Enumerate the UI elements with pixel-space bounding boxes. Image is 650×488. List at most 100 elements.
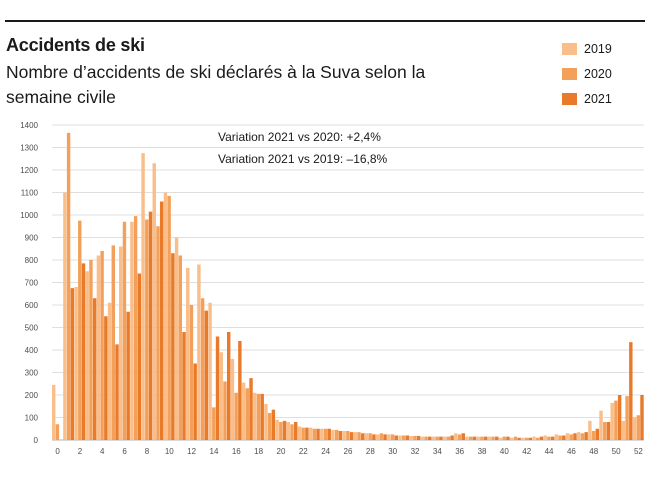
bar-2021-week-7 <box>137 273 142 440</box>
bar-2019-week-10 <box>163 192 168 440</box>
bar-2020-week-34 <box>435 436 439 441</box>
x-axis: 0 2 4 6 8 10 12 14 16 18 20 22 24 26 28 30 32 34 36 38 40 42 4… <box>55 447 643 456</box>
bar-2020-week-39 <box>491 436 495 441</box>
x-tick-label: 12 <box>187 447 196 456</box>
bar-2021-week-49 <box>606 422 611 440</box>
bar-2020-week-38 <box>480 436 484 441</box>
bar-2021-week-29 <box>383 434 387 441</box>
x-tick-label: 4 <box>100 447 105 456</box>
bar-2021-week-25 <box>338 431 343 440</box>
y-tick-label: 600 <box>25 301 39 310</box>
bar-2019-week-5 <box>107 302 112 440</box>
bar-2020-week-45 <box>558 435 562 440</box>
bar-2019-week-29 <box>375 434 380 441</box>
bar-2019-week-21 <box>286 422 290 440</box>
bar-2019-week-20 <box>275 419 279 440</box>
bar-2021-week-15 <box>226 332 231 440</box>
x-tick-label: 42 <box>522 447 531 456</box>
x-tick-label: 52 <box>634 447 643 456</box>
legend-label-2019: 2019 <box>584 41 612 56</box>
bar-2019-week-16 <box>230 359 235 440</box>
bar-2020-week-21 <box>290 424 294 440</box>
bar-2019-week-7 <box>130 221 134 440</box>
bar-2020-week-14 <box>212 407 216 441</box>
x-tick-label: 14 <box>210 447 219 456</box>
legend-label-2021: 2021 <box>584 91 612 106</box>
bar-2020-week-28 <box>368 433 372 440</box>
x-tick-label: 34 <box>433 447 442 456</box>
bar-2021-week-41 <box>517 437 521 440</box>
bar-2020-week-9 <box>156 226 160 440</box>
x-tick-label: 6 <box>122 447 127 456</box>
bar-2020-week-0 <box>55 424 60 440</box>
x-tick-label: 40 <box>500 447 509 456</box>
bar-2019-week-23 <box>308 427 313 441</box>
legend-item-2019: 2019 <box>562 36 612 61</box>
bar-2019-week-47 <box>576 432 581 441</box>
legend-swatch-2021 <box>562 92 577 105</box>
bar-2021-week-13 <box>204 310 209 441</box>
x-tick-label: 44 <box>545 447 554 456</box>
x-tick-label: 8 <box>145 447 150 456</box>
bar-2021-week-42 <box>528 437 532 440</box>
bar-2020-week-11 <box>178 255 183 440</box>
bar-2019-week-25 <box>331 429 335 441</box>
bar-2021-week-10 <box>171 253 175 440</box>
bar-2021-week-44 <box>550 436 555 441</box>
bar-2020-week-25 <box>334 429 339 441</box>
bar-2021-week-47 <box>584 432 588 441</box>
x-tick-label: 28 <box>366 447 375 456</box>
bar-2021-week-2 <box>81 263 86 441</box>
bar-2021-week-16 <box>238 341 242 440</box>
legend-swatch-2019 <box>562 42 577 55</box>
bar-2021-week-14 <box>215 336 220 440</box>
legend-swatch-2020 <box>562 67 577 80</box>
bar-2020-week-5 <box>111 245 115 441</box>
bar-2020-week-18 <box>256 393 261 441</box>
annotation-2021-vs-2019: Variation 2021 vs 2019: –16,8% <box>218 152 388 166</box>
bar-2020-week-32 <box>413 435 417 440</box>
bar-2020-week-7 <box>133 216 138 441</box>
bar-2019-week-35 <box>442 436 447 441</box>
bar-2020-week-42 <box>524 437 529 440</box>
bar-2020-week-36 <box>457 434 462 441</box>
legend-label-2020: 2020 <box>584 66 612 81</box>
x-tick-label: 26 <box>344 447 353 456</box>
x-tick-label: 22 <box>299 447 308 456</box>
bar-2020-week-40 <box>502 436 506 441</box>
bar-2020-week-17 <box>245 388 250 440</box>
bar-2021-week-40 <box>506 436 510 441</box>
bar-2019-week-32 <box>409 435 413 440</box>
x-tick-label: 10 <box>165 447 174 456</box>
bar-2020-week-1 <box>66 132 71 441</box>
bar-2019-week-52 <box>632 417 637 440</box>
bar-2021-week-9 <box>159 201 164 440</box>
bar-2021-week-27 <box>361 433 365 440</box>
bar-2021-week-22 <box>305 427 309 441</box>
y-tick-label: 0 <box>34 436 39 445</box>
bar-2021-week-39 <box>495 436 499 441</box>
bar-2020-week-50 <box>614 400 618 441</box>
bar-2020-week-8 <box>145 219 149 440</box>
x-tick-label: 36 <box>455 447 464 456</box>
bar-2020-week-2 <box>78 220 82 441</box>
bar-2020-week-20 <box>279 422 283 440</box>
y-tick-label: 1300 <box>20 144 38 153</box>
bar-2021-week-28 <box>372 434 376 441</box>
bar-2021-week-38 <box>483 436 488 441</box>
bar-2021-week-20 <box>282 420 287 441</box>
bar-2021-week-31 <box>405 435 410 440</box>
bar-2019-week-43 <box>532 436 536 441</box>
bar-2021-week-32 <box>416 435 421 440</box>
y-axis: 0 100 200 300 400 500 600 700 800 900 1000 1100 1200… <box>20 121 38 445</box>
bar-2019-week-42 <box>521 437 525 440</box>
bar-2020-week-33 <box>424 436 428 441</box>
bar-2019-week-44 <box>543 435 547 440</box>
bar-2021-week-50 <box>617 395 622 440</box>
bar-2019-week-4 <box>96 255 101 440</box>
bar-2019-week-6 <box>119 246 123 440</box>
bar-2019-week-36 <box>454 433 458 440</box>
bar-2020-week-12 <box>189 305 194 440</box>
bar-2021-week-18 <box>260 393 264 441</box>
